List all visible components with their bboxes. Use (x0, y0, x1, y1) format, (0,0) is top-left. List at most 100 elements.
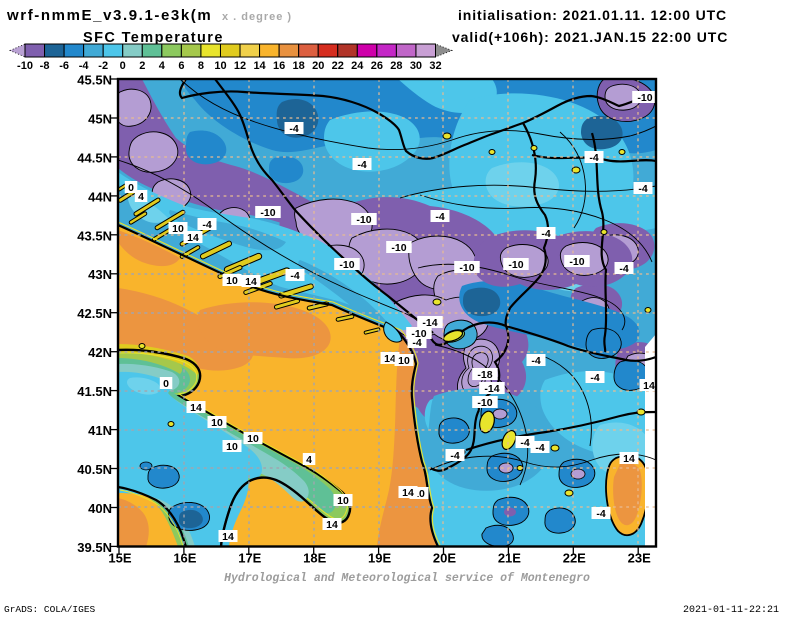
svg-text:-10: -10 (356, 214, 371, 226)
svg-text:42.5N: 42.5N (77, 306, 112, 321)
svg-text:-10: -10 (17, 60, 33, 72)
svg-text:41N: 41N (88, 423, 112, 438)
svg-text:-10: -10 (459, 262, 474, 274)
svg-text:SFC Temperature: SFC Temperature (83, 30, 224, 46)
svg-text:-4: -4 (290, 270, 299, 282)
svg-text:14: 14 (384, 353, 396, 365)
svg-text:10: 10 (226, 275, 238, 287)
svg-text:17E: 17E (238, 551, 261, 566)
svg-text:-18: -18 (477, 369, 492, 381)
svg-text:43N: 43N (88, 267, 112, 282)
svg-text:-4: -4 (589, 152, 598, 164)
svg-text:-4: -4 (590, 372, 599, 384)
svg-text:10: 10 (214, 60, 226, 72)
svg-text:0: 0 (128, 182, 134, 194)
svg-text:18: 18 (293, 60, 305, 72)
svg-text:39.5N: 39.5N (77, 540, 112, 555)
svg-text:23E: 23E (628, 551, 651, 566)
svg-text:14: 14 (643, 380, 655, 392)
svg-text:10: 10 (413, 488, 425, 500)
svg-text:18E: 18E (303, 551, 326, 566)
svg-text:initialisation: 2021.01.11. 12: initialisation: 2021.01.11. 12:00 UTC (458, 7, 727, 23)
svg-text:-4: -4 (535, 442, 544, 454)
svg-text:14: 14 (402, 487, 414, 499)
svg-text:-4: -4 (289, 123, 298, 135)
svg-text:0: 0 (163, 378, 169, 390)
svg-text:-4: -4 (79, 60, 90, 72)
svg-text:40N: 40N (88, 501, 112, 516)
svg-text:14: 14 (187, 232, 199, 244)
svg-text:42N: 42N (88, 345, 112, 360)
svg-text:-10: -10 (391, 242, 406, 254)
svg-text:21E: 21E (498, 551, 521, 566)
svg-text:14: 14 (245, 276, 257, 288)
svg-text:-4: -4 (596, 508, 605, 520)
svg-text:-6: -6 (59, 60, 69, 72)
svg-text:10: 10 (337, 495, 349, 507)
svg-text:14: 14 (253, 60, 266, 72)
svg-text:-10: -10 (411, 328, 426, 340)
svg-text:10: 10 (211, 417, 223, 429)
svg-text:40.5N: 40.5N (77, 462, 112, 477)
svg-text:-4: -4 (202, 219, 211, 231)
svg-text:wrf-nmmE_v3.9.1-e3k(m: wrf-nmmE_v3.9.1-e3k(m (6, 7, 212, 24)
svg-text:16: 16 (273, 60, 285, 72)
svg-text:43.5N: 43.5N (77, 228, 112, 243)
svg-text:45N: 45N (88, 112, 112, 127)
svg-text:valid(+106h): 2021.JAN.15 22:0: valid(+106h): 2021.JAN.15 22:00 UTC (452, 29, 728, 45)
svg-text:10: 10 (226, 441, 238, 453)
svg-text:44.5N: 44.5N (77, 150, 112, 165)
svg-text:0: 0 (120, 60, 126, 72)
svg-text:4: 4 (306, 454, 312, 466)
svg-text:x . degree ): x . degree ) (222, 11, 292, 23)
svg-text:10: 10 (398, 355, 410, 367)
svg-text:22: 22 (332, 60, 344, 72)
svg-text:24: 24 (351, 60, 364, 72)
svg-text:-4: -4 (357, 159, 366, 171)
svg-text:8: 8 (198, 60, 204, 72)
svg-text:20: 20 (312, 60, 324, 72)
svg-text:32: 32 (429, 60, 441, 72)
svg-text:-10: -10 (477, 397, 492, 409)
svg-text:6: 6 (178, 60, 184, 72)
svg-text:10: 10 (172, 223, 184, 235)
svg-text:2021-01-11-22:21: 2021-01-11-22:21 (683, 605, 779, 616)
svg-text:28: 28 (390, 60, 402, 72)
svg-text:-4: -4 (619, 263, 628, 275)
svg-text:30: 30 (410, 60, 422, 72)
svg-text:14: 14 (190, 402, 202, 414)
svg-text:45.5N: 45.5N (77, 73, 112, 88)
svg-text:-4: -4 (435, 211, 444, 223)
svg-text:15E: 15E (108, 551, 131, 566)
svg-text:4: 4 (159, 60, 166, 72)
svg-text:22E: 22E (563, 551, 586, 566)
svg-text:-10: -10 (339, 259, 354, 271)
svg-text:GrADS: COLA/IGES: GrADS: COLA/IGES (4, 604, 96, 615)
svg-text:2: 2 (139, 60, 145, 72)
svg-text:-4: -4 (520, 437, 529, 449)
svg-text:20E: 20E (433, 551, 456, 566)
svg-text:-4: -4 (450, 450, 459, 462)
svg-text:-10: -10 (637, 92, 652, 104)
svg-text:-2: -2 (98, 60, 108, 72)
svg-text:-10: -10 (569, 256, 584, 268)
svg-text:44N: 44N (88, 189, 112, 204)
svg-text:10: 10 (247, 433, 259, 445)
svg-text:-4: -4 (638, 183, 647, 195)
svg-text:16E: 16E (173, 551, 196, 566)
svg-text:-4: -4 (541, 228, 550, 240)
svg-text:19E: 19E (368, 551, 391, 566)
svg-text:14: 14 (326, 519, 338, 531)
svg-text:4: 4 (138, 191, 144, 203)
svg-text:26: 26 (371, 60, 383, 72)
svg-text:-14: -14 (422, 317, 437, 329)
svg-text:14: 14 (623, 453, 635, 465)
svg-text:14: 14 (222, 531, 234, 543)
svg-text:-4: -4 (412, 337, 421, 349)
svg-text:Hydrological and Meteorologica: Hydrological and Meteorological service … (224, 572, 590, 585)
svg-text:-10: -10 (260, 207, 275, 219)
svg-text:-4: -4 (531, 355, 540, 367)
svg-text:-14: -14 (484, 383, 499, 395)
svg-text:41.5N: 41.5N (77, 384, 112, 399)
svg-text:12: 12 (234, 60, 246, 72)
